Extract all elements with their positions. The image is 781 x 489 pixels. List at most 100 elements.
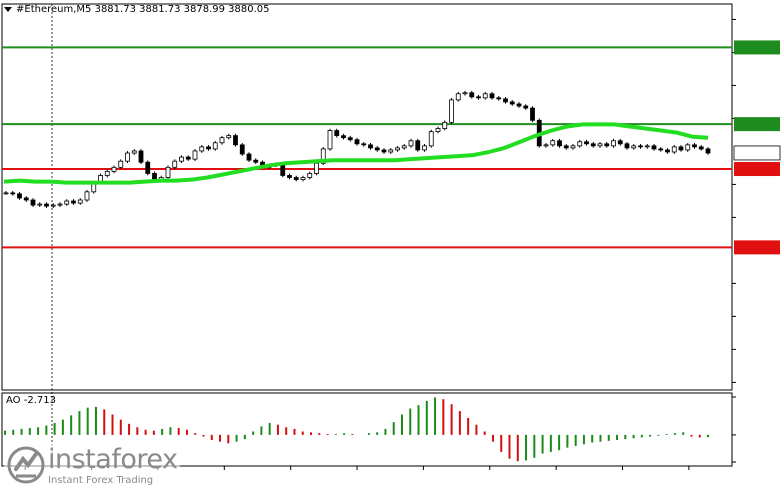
candle-body: [523, 105, 529, 109]
candle-body: [280, 163, 286, 176]
candle-body: [30, 199, 36, 206]
candle-body: [10, 192, 16, 195]
candle-body: [239, 144, 245, 155]
candle-body: [3, 192, 9, 195]
candle-body: [77, 199, 83, 204]
candle-body: [577, 141, 583, 147]
candle-body: [395, 147, 400, 151]
candle-body: [354, 139, 360, 145]
candle-body: [651, 145, 657, 150]
candle-body: [469, 92, 475, 98]
candle-body: [104, 170, 110, 176]
candle-body: [185, 156, 191, 160]
candle-body: [503, 98, 508, 103]
candle-body: [638, 145, 643, 148]
candle-body: [219, 137, 225, 144]
candle-body: [300, 177, 306, 180]
candle-body: [199, 146, 205, 152]
candle-body: [111, 166, 117, 172]
candle-body: [415, 140, 421, 151]
candle-body: [118, 160, 124, 168]
candle-body: [462, 92, 468, 95]
candle-body: [611, 140, 616, 147]
candle-body: [617, 140, 623, 145]
candle-body: [381, 149, 387, 153]
candle-body: [658, 148, 664, 151]
candle-body: [334, 130, 340, 137]
candle-body: [435, 128, 441, 132]
candle-body: [192, 150, 198, 160]
candle-body: [368, 144, 373, 149]
candle-body: [226, 135, 232, 139]
candle-body: [125, 152, 130, 162]
candle-body: [408, 140, 414, 147]
logo-wordmark: instaforex: [48, 444, 178, 475]
candle-body: [692, 144, 697, 148]
candle-body: [678, 146, 684, 151]
candle-body: [71, 200, 76, 204]
level-tag: [734, 240, 780, 255]
logo-tagline: Instant Forex Trading: [48, 475, 154, 486]
candle-body: [361, 143, 367, 146]
candle-body: [307, 173, 313, 178]
dropdown-triangle-icon[interactable]: [4, 6, 12, 12]
candle-body: [442, 121, 448, 129]
candle-body: [428, 131, 434, 147]
candle-body: [543, 144, 549, 147]
candle-body: [476, 96, 481, 99]
candle-body: [206, 146, 211, 150]
candle-body: [233, 135, 238, 146]
candle-body: [563, 145, 569, 149]
candle-body: [253, 159, 259, 163]
candle-body: [246, 153, 252, 161]
level-tag: [734, 40, 780, 55]
candle-body: [516, 103, 522, 107]
candle-body: [685, 144, 691, 151]
symbol-header: #Ethereum,M5 3881.73 3881.73 3878.99 388…: [4, 4, 270, 15]
candle-body: [671, 146, 677, 153]
candle-body: [341, 135, 346, 139]
candle-body: [401, 145, 407, 149]
candle-body: [64, 200, 70, 205]
candle-body: [705, 148, 711, 154]
candle-body: [496, 97, 502, 100]
candle-body: [145, 161, 151, 174]
candle-body: [557, 140, 562, 147]
candle-body: [388, 149, 394, 153]
instaforex-logo-icon: [7, 446, 45, 484]
candle-body: [597, 143, 603, 147]
candle-body: [590, 143, 596, 147]
candle-body: [320, 148, 326, 164]
candle-body: [287, 175, 292, 178]
candle-body: [455, 93, 461, 101]
candle-body: [509, 101, 515, 105]
candle-body: [314, 162, 319, 174]
candle-body: [422, 145, 427, 151]
candle-body: [138, 150, 144, 163]
candle-body: [212, 142, 218, 150]
candle-body: [172, 160, 178, 168]
candle-body: [550, 140, 556, 146]
candle-body: [570, 145, 576, 149]
candle-body: [624, 143, 630, 149]
candle-body: [165, 166, 171, 178]
candle-body: [347, 137, 353, 141]
candle-body: [631, 145, 637, 149]
candle-body: [179, 156, 184, 162]
candle-body: [374, 147, 380, 151]
moving-average-line: [3, 122, 709, 185]
instaforex-logo: instaforex Instant Forex Trading: [4, 442, 180, 488]
candle-body: [84, 191, 90, 201]
candle-body: [23, 197, 29, 201]
candle-body: [57, 203, 63, 206]
level-tag: [734, 117, 780, 132]
candle-body: [449, 99, 454, 123]
candle-body: [665, 149, 670, 153]
candle-body: [50, 204, 56, 207]
candle-body: [37, 203, 43, 206]
symbol-header-text: #Ethereum,M5 3881.73 3881.73 3878.99 388…: [16, 4, 270, 15]
candle-body: [604, 143, 610, 147]
candle-body: [584, 141, 589, 145]
candle-body: [482, 93, 488, 99]
